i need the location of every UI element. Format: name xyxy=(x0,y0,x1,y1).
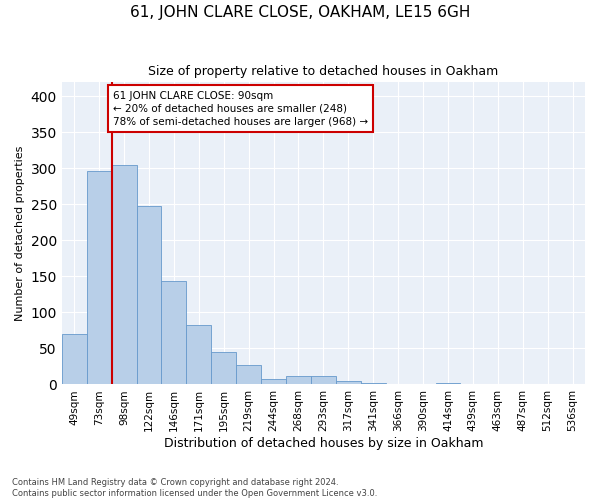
Bar xyxy=(137,206,161,384)
Bar xyxy=(112,165,137,384)
Title: Size of property relative to detached houses in Oakham: Size of property relative to detached ho… xyxy=(148,65,499,78)
Text: Contains HM Land Registry data © Crown copyright and database right 2024.
Contai: Contains HM Land Registry data © Crown c… xyxy=(12,478,377,498)
Bar xyxy=(161,282,187,385)
Bar xyxy=(87,170,112,384)
Bar xyxy=(187,324,211,384)
X-axis label: Distribution of detached houses by size in Oakham: Distribution of detached houses by size … xyxy=(164,437,483,450)
Bar xyxy=(436,383,460,384)
Bar xyxy=(211,352,236,384)
Bar xyxy=(236,365,261,384)
Text: 61 JOHN CLARE CLOSE: 90sqm
← 20% of detached houses are smaller (248)
78% of sem: 61 JOHN CLARE CLOSE: 90sqm ← 20% of deta… xyxy=(113,90,368,127)
Bar xyxy=(261,378,286,384)
Bar xyxy=(336,381,361,384)
Bar xyxy=(286,376,311,384)
Y-axis label: Number of detached properties: Number of detached properties xyxy=(15,146,25,321)
Text: 61, JOHN CLARE CLOSE, OAKHAM, LE15 6GH: 61, JOHN CLARE CLOSE, OAKHAM, LE15 6GH xyxy=(130,5,470,20)
Bar xyxy=(62,334,87,384)
Bar xyxy=(361,383,386,384)
Bar xyxy=(311,376,336,384)
